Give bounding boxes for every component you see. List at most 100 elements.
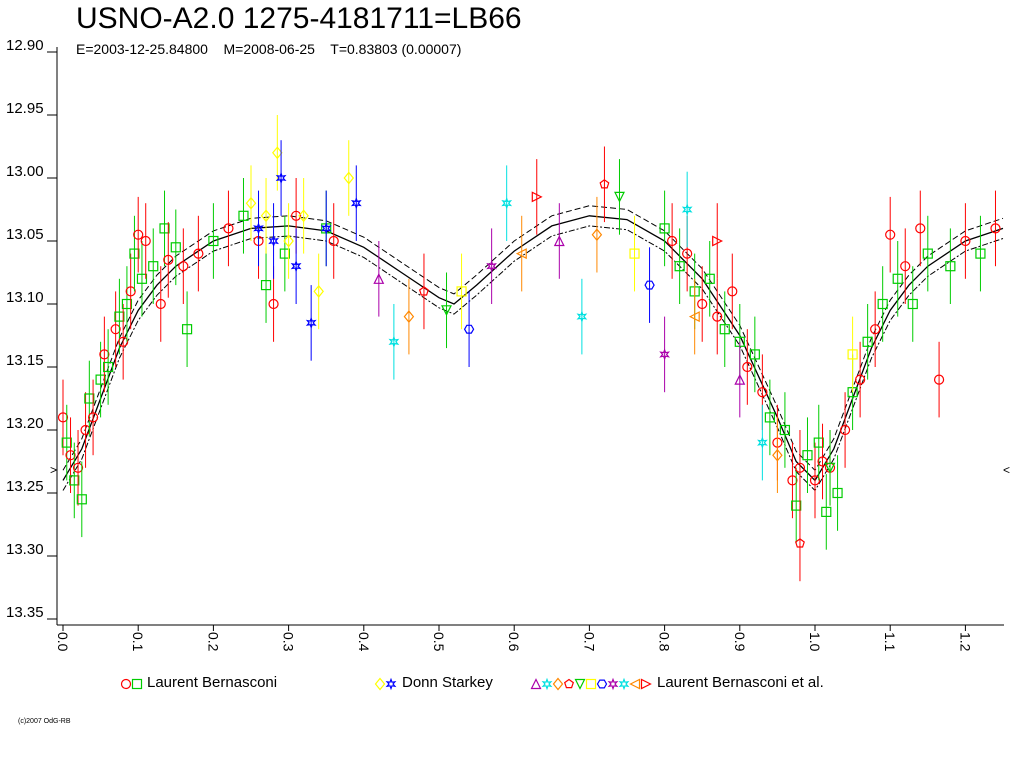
- data-point: [862, 336, 873, 347]
- data-point: [659, 348, 670, 361]
- data-point: [178, 261, 189, 272]
- data-point: [734, 373, 746, 385]
- data-point: [794, 538, 805, 548]
- y-tick-label: 13.10: [6, 289, 44, 306]
- data-point: [373, 272, 385, 284]
- data-point: [328, 235, 339, 247]
- legend-symbol: [552, 677, 564, 691]
- data-point: [283, 234, 294, 248]
- y-tick-label: 13.35: [6, 604, 44, 621]
- data-point: [704, 273, 715, 284]
- data-point: [553, 235, 565, 247]
- data-point: [832, 487, 843, 499]
- data-point: [839, 424, 851, 436]
- data-point: [320, 222, 332, 235]
- data-point: [463, 324, 475, 334]
- data-point: [809, 475, 821, 486]
- y-tick-label: 13.20: [6, 415, 44, 432]
- legend-symbol: [596, 679, 608, 689]
- data-point: [148, 261, 159, 272]
- data-point: [813, 437, 824, 448]
- data-point: [418, 286, 429, 296]
- legend-symbol: [541, 677, 553, 691]
- fit-curve-group: [62, 205, 1004, 492]
- x-tick-label: 0.3: [281, 632, 297, 652]
- data-point: [99, 349, 110, 360]
- data-point: [990, 223, 1001, 234]
- data-point: [742, 361, 753, 373]
- data-point: [57, 412, 69, 423]
- data-point: [208, 235, 219, 247]
- legend-label-bernasconi-et-al: Laurent Bernasconi et al.: [657, 674, 824, 691]
- x-tick-label: 0.5: [431, 632, 447, 652]
- y-tick-label: 13.15: [6, 352, 44, 369]
- data-point: [87, 412, 99, 423]
- series-2: [373, 146, 858, 582]
- data-point: [268, 298, 279, 310]
- data-point: [268, 234, 279, 248]
- x-tick-label: 0.0: [55, 632, 71, 652]
- legend-symbol: [629, 678, 641, 690]
- data-point: [275, 171, 287, 185]
- y-tick-label: 12.95: [6, 100, 44, 117]
- data-point: [279, 248, 290, 259]
- axes-group: 12.90 12.95 13.00 13.05 13.10 13.15 13.20 13.25…: [6, 37, 1004, 652]
- series-1: [245, 115, 362, 361]
- data-point: [802, 450, 813, 461]
- data-point: [960, 235, 971, 247]
- data-point: [614, 191, 625, 203]
- x-tick-label: 0.8: [657, 632, 673, 652]
- x-tick-label: 0.1: [130, 632, 146, 652]
- data-point: [779, 424, 791, 436]
- data-point: [80, 424, 91, 436]
- data-point: [975, 248, 986, 259]
- data-point: [821, 506, 832, 517]
- data-point: [290, 259, 302, 273]
- data-point: [245, 196, 257, 210]
- data-point: [667, 235, 678, 247]
- legend-symbols-2: [530, 677, 652, 691]
- legend-symbol: [585, 678, 597, 690]
- data-point: [163, 254, 174, 265]
- data-point: [515, 248, 527, 260]
- data-point: [681, 203, 693, 216]
- data-point: [403, 310, 415, 324]
- data-point: [133, 229, 144, 240]
- data-point: [441, 305, 452, 317]
- legend-symbol: [563, 678, 575, 689]
- fit-curve-lower: [62, 225, 1004, 492]
- data-point: [900, 261, 911, 272]
- data-point: [114, 311, 125, 322]
- data-point: [591, 228, 603, 242]
- left-edge-marker: >: [50, 463, 57, 477]
- data-point: [95, 374, 106, 385]
- data-point: [629, 248, 640, 259]
- data-point: [159, 223, 170, 234]
- data-point: [69, 475, 80, 486]
- x-tick-label: 1.0: [807, 632, 823, 652]
- data-point: [238, 210, 249, 221]
- data-point: [72, 462, 84, 473]
- y-tick-label: 13.05: [6, 226, 44, 243]
- observations-group: [57, 115, 1001, 582]
- legend-symbol: [120, 678, 132, 690]
- fit-curve: [62, 215, 1004, 482]
- legend-symbol: [385, 677, 397, 691]
- data-point: [501, 196, 513, 210]
- data-point: [193, 248, 204, 259]
- data-point: [719, 324, 730, 335]
- x-tick-label: 0.6: [506, 632, 522, 652]
- data-point: [933, 374, 945, 385]
- data-point: [129, 248, 140, 259]
- data-point: [787, 475, 798, 486]
- data-point: [892, 273, 903, 284]
- fit-curve-upper: [62, 205, 1004, 472]
- data-point: [772, 448, 783, 462]
- data-point: [121, 298, 133, 310]
- y-tick-label: 13.25: [6, 478, 44, 495]
- legend-symbols-0: [120, 678, 143, 690]
- x-tick-label: 0.7: [581, 632, 597, 652]
- data-point: [727, 286, 738, 297]
- data-point: [181, 324, 193, 335]
